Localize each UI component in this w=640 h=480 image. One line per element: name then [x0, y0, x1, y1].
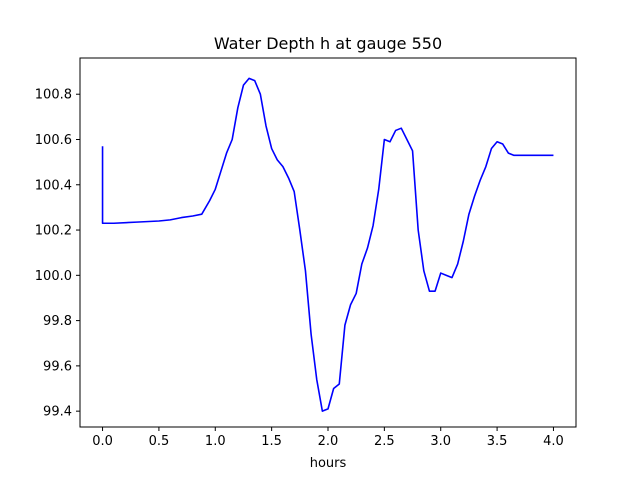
chart-title: Water Depth h at gauge 550: [214, 34, 442, 53]
x-tick-label: 1.0: [205, 434, 226, 449]
x-tick-label: 4.0: [543, 434, 564, 449]
x-tick-label: 3.0: [430, 434, 451, 449]
y-tick-label: 99.8: [43, 314, 72, 329]
x-tick-label: 0.5: [149, 434, 170, 449]
x-tick-label: 2.5: [374, 434, 395, 449]
x-tick-label: 2.0: [318, 434, 339, 449]
x-tick-label: 3.5: [487, 434, 508, 449]
x-tick-label: 1.5: [261, 434, 282, 449]
y-tick-label: 99.6: [43, 359, 72, 374]
y-tick-label: 100.4: [35, 178, 72, 193]
y-tick-label: 100.8: [35, 88, 72, 103]
y-tick-label: 100.6: [35, 133, 72, 148]
y-tick-label: 100.2: [35, 224, 72, 239]
x-tick-label: 0.0: [92, 434, 113, 449]
y-tick-label: 100.0: [35, 269, 72, 284]
series-line-0: [101, 77, 554, 412]
x-axis-title: hours: [310, 456, 347, 471]
plot-area: 0.0 0.5 1.0 1.5 2.0 2.5 3.0 3.5 4.0 99.4 99.6 99.8 1…: [35, 57, 577, 449]
y-tick-label: 99.4: [43, 405, 72, 420]
